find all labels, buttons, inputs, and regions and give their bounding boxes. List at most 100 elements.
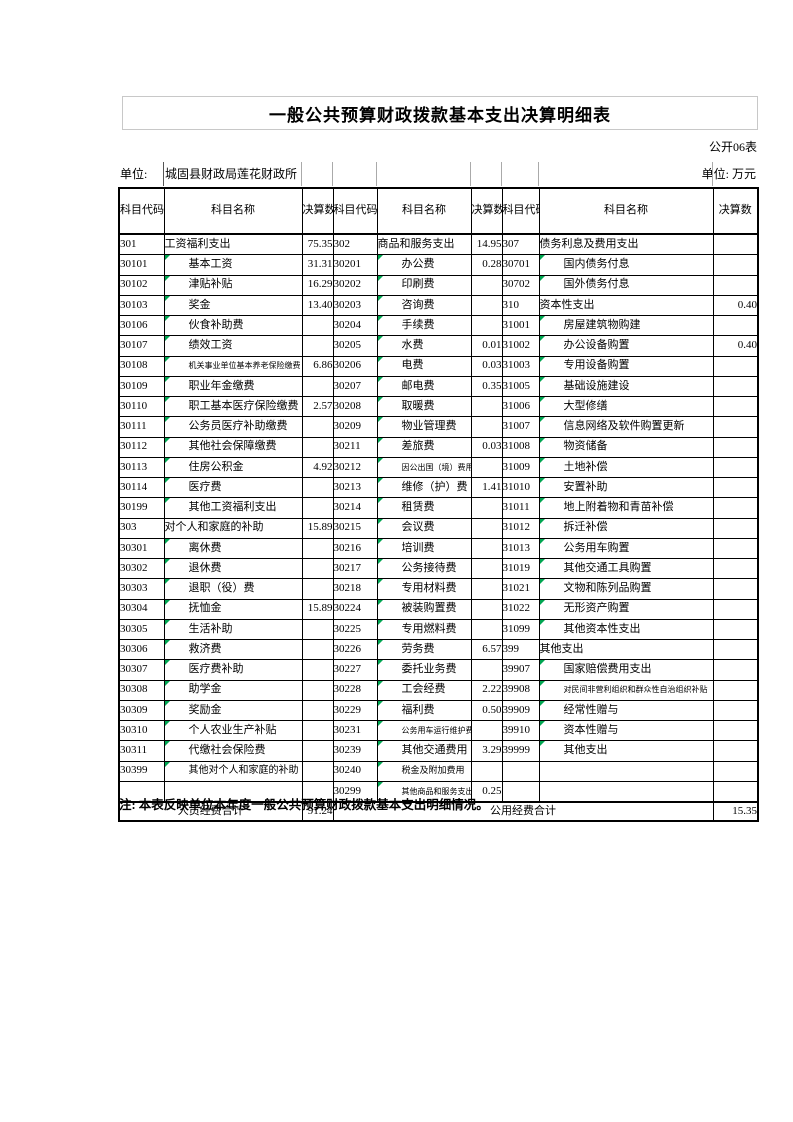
table-row: 30302 退休费 30217 公务接待费 31019 其他交通工具购置 (118, 557, 759, 580)
amount-cell (712, 719, 759, 742)
subject-name-cell: 印刷费 (376, 274, 472, 296)
subject-code-cell: 30225 (332, 618, 378, 641)
table-row: 30102 津贴补贴 16.29 30202 印刷费 30702 国外债务付息 (118, 274, 759, 296)
table-row: 30310 个人农业生产补贴 30231 公务用车运行维护费 39910 资本性赠与 (118, 719, 759, 742)
subject-code-cell: 30399 (118, 760, 165, 782)
amount-cell (470, 517, 503, 539)
subject-name-cell: 国外债务付息 (538, 274, 714, 296)
comment-marker-icon (378, 660, 383, 666)
amount-cell: 31.31 (301, 254, 334, 276)
subject-name-text: 退职（役）费 (188, 582, 255, 595)
subject-name-cell: 维修（护）费 (376, 476, 472, 499)
subject-code-cell: 30224 (332, 598, 378, 620)
comment-marker-icon (165, 600, 170, 605)
amount-cell: 0.03 (470, 436, 503, 458)
amount-cell (712, 274, 759, 296)
table-row: 30112 其他社会保障缴费 30211 差旅费 0.03 31008 物资储备 (118, 436, 759, 458)
amount-cell (470, 274, 503, 296)
subject-name-cell: 被装购置费 (376, 598, 472, 620)
comment-marker-icon (165, 357, 170, 362)
subject-name-text: 公务员医疗补助缴费 (188, 420, 288, 433)
subject-name-text: 专用燃料费 (401, 622, 457, 635)
subject-code-cell: 30112 (118, 436, 165, 458)
comment-marker-icon (378, 539, 383, 544)
comment-marker-icon (165, 316, 170, 321)
subject-code-cell: 31009 (501, 456, 540, 479)
comment-marker-icon (378, 316, 383, 321)
table-row: 科目代码科目名称决算数科目代码科目名称决算数科目代码科目名称决算数 (118, 187, 759, 235)
table-row: 30299 其他商品和服务支出 0.25 (118, 780, 759, 803)
subject-name-cell: 专用燃料费 (376, 618, 472, 641)
column-tick (163, 162, 164, 186)
subject-name-text: 会议费 (401, 521, 435, 534)
amount-cell: 2.57 (301, 395, 334, 418)
subject-name-cell: 办公费 (376, 254, 472, 276)
subject-name-text: 其他社会保障缴费 (188, 440, 277, 453)
subject-code-cell: 30239 (332, 740, 378, 762)
subject-code-cell: 30229 (332, 699, 378, 722)
subject-code-cell: 30110 (118, 395, 165, 418)
subject-name-cell: 委托业务费 (376, 659, 472, 681)
subject-code-cell: 30702 (501, 274, 540, 296)
comment-marker-icon (165, 336, 170, 342)
comment-marker-icon (378, 600, 383, 605)
subject-name-text: 工资福利支出 (164, 237, 231, 250)
subject-name-text: 取暖费 (401, 399, 435, 412)
comment-marker-icon (165, 276, 170, 281)
table-row: 30307 医疗费补助 30227 委托业务费 39907 国家赔偿费用支出 (118, 659, 759, 681)
subject-code-cell: 30226 (332, 638, 378, 661)
subject-name-text: 其他工资福利支出 (188, 501, 277, 514)
subject-code-cell: 301 (118, 233, 165, 256)
amount-cell (712, 375, 759, 398)
column-tick (470, 162, 471, 186)
comment-marker-icon (378, 721, 383, 726)
subject-name-text: 国外债务付息 (563, 278, 630, 291)
subject-code-cell: 30103 (118, 294, 165, 317)
comment-marker-icon (165, 579, 170, 585)
amount-cell: 14.95 (470, 233, 503, 256)
amount-cell (712, 395, 759, 418)
subject-name-text: 无形资产购置 (563, 602, 630, 615)
subject-code-cell: 30108 (118, 355, 165, 377)
subject-name-text: 房屋建筑物购建 (563, 318, 641, 331)
subject-name-text: 公务接待费 (401, 561, 457, 574)
subject-code-cell: 30231 (332, 719, 378, 742)
table-row: 30106 伙食补助费 30204 手续费 31001 房屋建筑物购建 (118, 314, 759, 337)
subject-name-text: 税金及附加费用 (401, 765, 465, 776)
comment-marker-icon (540, 478, 545, 483)
comment-marker-icon (540, 620, 545, 625)
amount-cell (712, 780, 759, 803)
subject-code-cell: 31021 (501, 578, 540, 600)
subject-code-cell: 30114 (118, 476, 165, 499)
comment-marker-icon (540, 600, 545, 605)
amount-cell (470, 314, 503, 337)
table-row: 30308 助学金 30228 工会经费 2.22 39908 对民间非营利组织和群众性自治… (118, 679, 759, 701)
table-row: 30111 公务员医疗补助缴费 30209 物业管理费 31007 信息网络及软件购置更新 (118, 416, 759, 438)
amount-cell: 1.41 (470, 476, 503, 499)
subject-code-cell: 30202 (332, 274, 378, 296)
subject-name-cell: 基础设施建设 (538, 375, 714, 398)
subject-name-text: 差旅费 (401, 440, 435, 453)
subject-name-cell: 专用设备购置 (538, 355, 714, 377)
subject-name-text: 其他交通费用 (401, 744, 468, 757)
amount-cell (712, 233, 759, 256)
amount-cell (712, 355, 759, 377)
column-header: 科目名称 (376, 187, 472, 235)
subject-code-cell: 39999 (501, 740, 540, 762)
subject-name-cell: 公务用车运行维护费 (376, 719, 472, 742)
comment-marker-icon (165, 438, 170, 443)
subject-code-cell: 30240 (332, 760, 378, 782)
subject-code-cell: 30302 (118, 557, 165, 580)
subject-name-text: 工会经费 (401, 683, 446, 696)
subject-name-text: 职工基本医疗保险缴费 (188, 399, 299, 412)
subject-code-cell: 310 (501, 294, 540, 317)
subject-name-cell: 专用材料费 (376, 578, 472, 600)
subject-code-cell: 31099 (501, 618, 540, 641)
amount-cell: 15.89 (301, 517, 334, 539)
subject-name-cell (163, 780, 303, 803)
subject-name-cell: 福利费 (376, 699, 472, 722)
subject-name-cell: 抚恤金 (163, 598, 303, 620)
comment-marker-icon (378, 762, 383, 767)
table-body: 301 工资福利支出 75.35 302 商品和服务支出 14.95 307 债务利息及费用支… (118, 233, 759, 803)
amount-cell (712, 497, 759, 519)
